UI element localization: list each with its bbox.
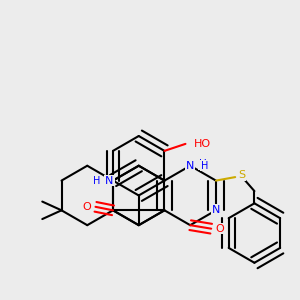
Text: N: N	[186, 161, 194, 171]
Text: H: H	[93, 176, 101, 186]
Text: H: H	[201, 161, 208, 171]
Text: N: N	[105, 176, 114, 186]
Text: HO: HO	[194, 139, 211, 149]
Text: N: N	[212, 205, 220, 215]
Text: O: O	[215, 224, 224, 234]
Text: S: S	[239, 170, 246, 180]
Text: O: O	[82, 202, 91, 212]
Text: H: H	[199, 159, 207, 169]
